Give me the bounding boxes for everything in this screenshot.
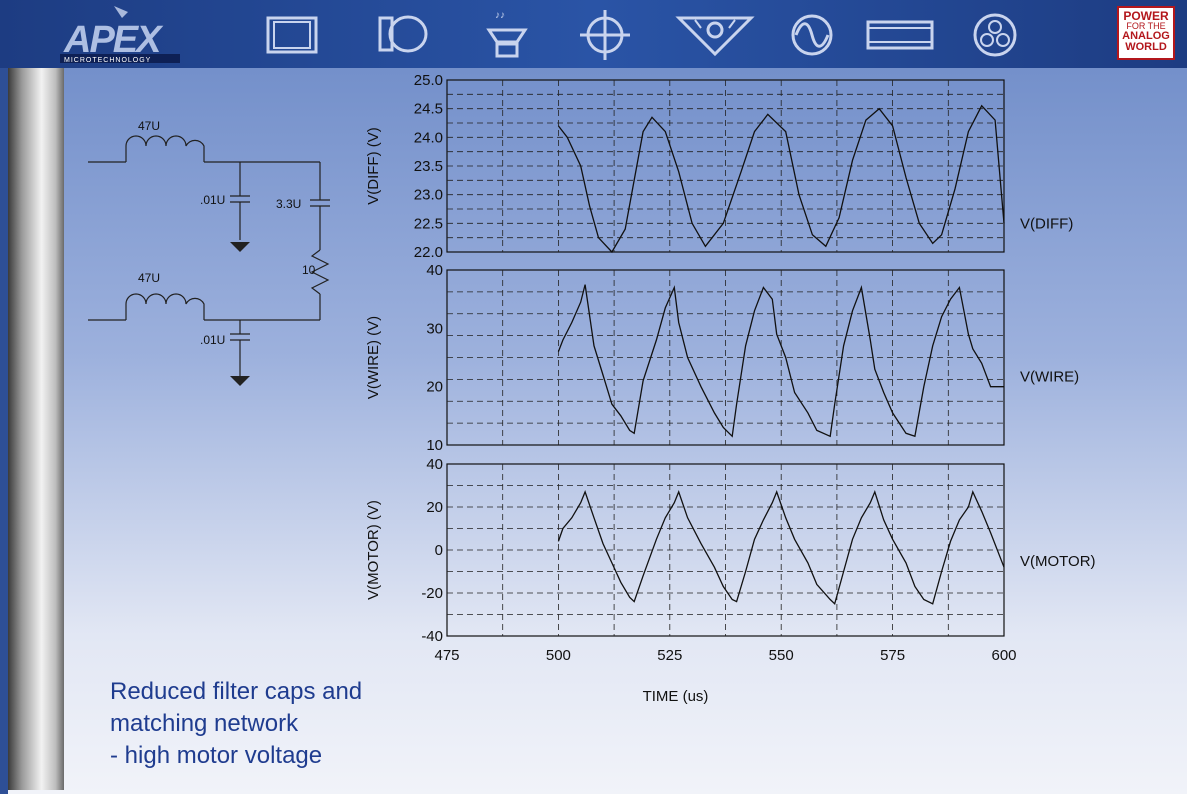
y-tick-label: 40 [426, 262, 443, 279]
caption-line-2: matching network [110, 710, 299, 737]
x-tick-label: 475 [434, 647, 459, 664]
y-tick-label: 20 [426, 379, 443, 396]
waveform-plots: 25.0 24.5 24.0 23.5 23.0 22.5 22.0 V(DIFF) (V) V… [365, 72, 1096, 705]
cap3-label: .01U [200, 333, 225, 347]
y-tick-label: 23.5 [414, 158, 443, 175]
apex-logo: APEX MICROTECHNOLOGY [60, 6, 180, 64]
badge-line-2: FOR THE [1126, 21, 1166, 31]
series-line-vwire [557, 284, 1004, 438]
wide-rectangle-icon [866, 20, 934, 50]
badge-line-4: WORLD [1125, 41, 1167, 53]
resistor-label: 10 [302, 263, 316, 277]
badge-line-1: POWER [1123, 9, 1169, 23]
x-tick-label: 575 [880, 647, 905, 664]
y-axis-label-2: V(WIRE) (V) [365, 316, 382, 399]
y-tick-label: 40 [426, 456, 443, 473]
y-tick-label: 25.0 [414, 72, 443, 89]
ground-icon [230, 376, 250, 386]
x-tick-label: 500 [546, 647, 571, 664]
y-axis-label-3: V(MOTOR) (V) [365, 500, 382, 600]
series-line-vdiff [557, 104, 1005, 254]
x-axis-label: TIME (us) [643, 688, 709, 705]
series-line-vmotor [557, 490, 1005, 606]
inductor2-label: 47U [138, 271, 160, 285]
x-tick-label: 525 [657, 647, 682, 664]
filter-schematic: 47U .01U 3.3U 10 47U .01U [88, 119, 330, 386]
sidebar-bar [8, 68, 64, 790]
badge-line-3: ANALOG [1122, 30, 1170, 42]
y-tick-label: 24.0 [414, 129, 443, 146]
y-tick-label: -20 [421, 585, 443, 602]
y-tick-label: 0 [435, 542, 443, 559]
target-icon [580, 10, 630, 60]
y-axis-label-1: V(DIFF) (V) [365, 127, 382, 204]
top-banner: APEX MICROTECHNOLOGY ♪♪ [0, 0, 1187, 68]
y-tick-label: 24.5 [414, 101, 443, 118]
y-tick-label: -40 [421, 628, 443, 645]
x-tick-label: 600 [991, 647, 1016, 664]
x-tick-label: 550 [769, 647, 794, 664]
slide-caption: Reduced filter caps and matching network… [110, 676, 470, 772]
inductor1-label: 47U [138, 119, 160, 133]
logo-subtitle: MICROTECHNOLOGY [64, 57, 151, 64]
left-edge-panel [0, 68, 8, 794]
svg-text:♪♪: ♪♪ [495, 10, 505, 21]
y-tick-label: 20 [426, 499, 443, 516]
cap2-label: 3.3U [276, 197, 301, 211]
series-label: V(MOTOR) [1020, 553, 1096, 570]
series-label: V(DIFF) [1020, 215, 1073, 232]
caption-line-3: - high motor voltage [110, 742, 323, 769]
caption-line-1: Reduced filter caps and [110, 678, 363, 705]
y-tick-label: 22.5 [414, 215, 443, 232]
y-tick-label: 10 [426, 437, 443, 454]
y-tick-label: 23.0 [414, 187, 443, 204]
power-badge: POWER FOR THE ANALOG WORLD [1117, 6, 1175, 60]
motor-icon [378, 15, 428, 53]
speaker-icon: ♪♪ [486, 10, 528, 58]
sine-wave-icon [791, 14, 833, 56]
ground-icon [230, 242, 250, 252]
rectangle-frame-icon [266, 16, 318, 54]
y-tick-label: 22.0 [414, 244, 443, 261]
cap1-label: .01U [200, 193, 225, 207]
series-label: V(WIRE) [1020, 369, 1079, 386]
y-tick-label: 30 [426, 320, 443, 337]
coil-icon [973, 13, 1017, 57]
sun-triangle-icon [675, 16, 755, 57]
